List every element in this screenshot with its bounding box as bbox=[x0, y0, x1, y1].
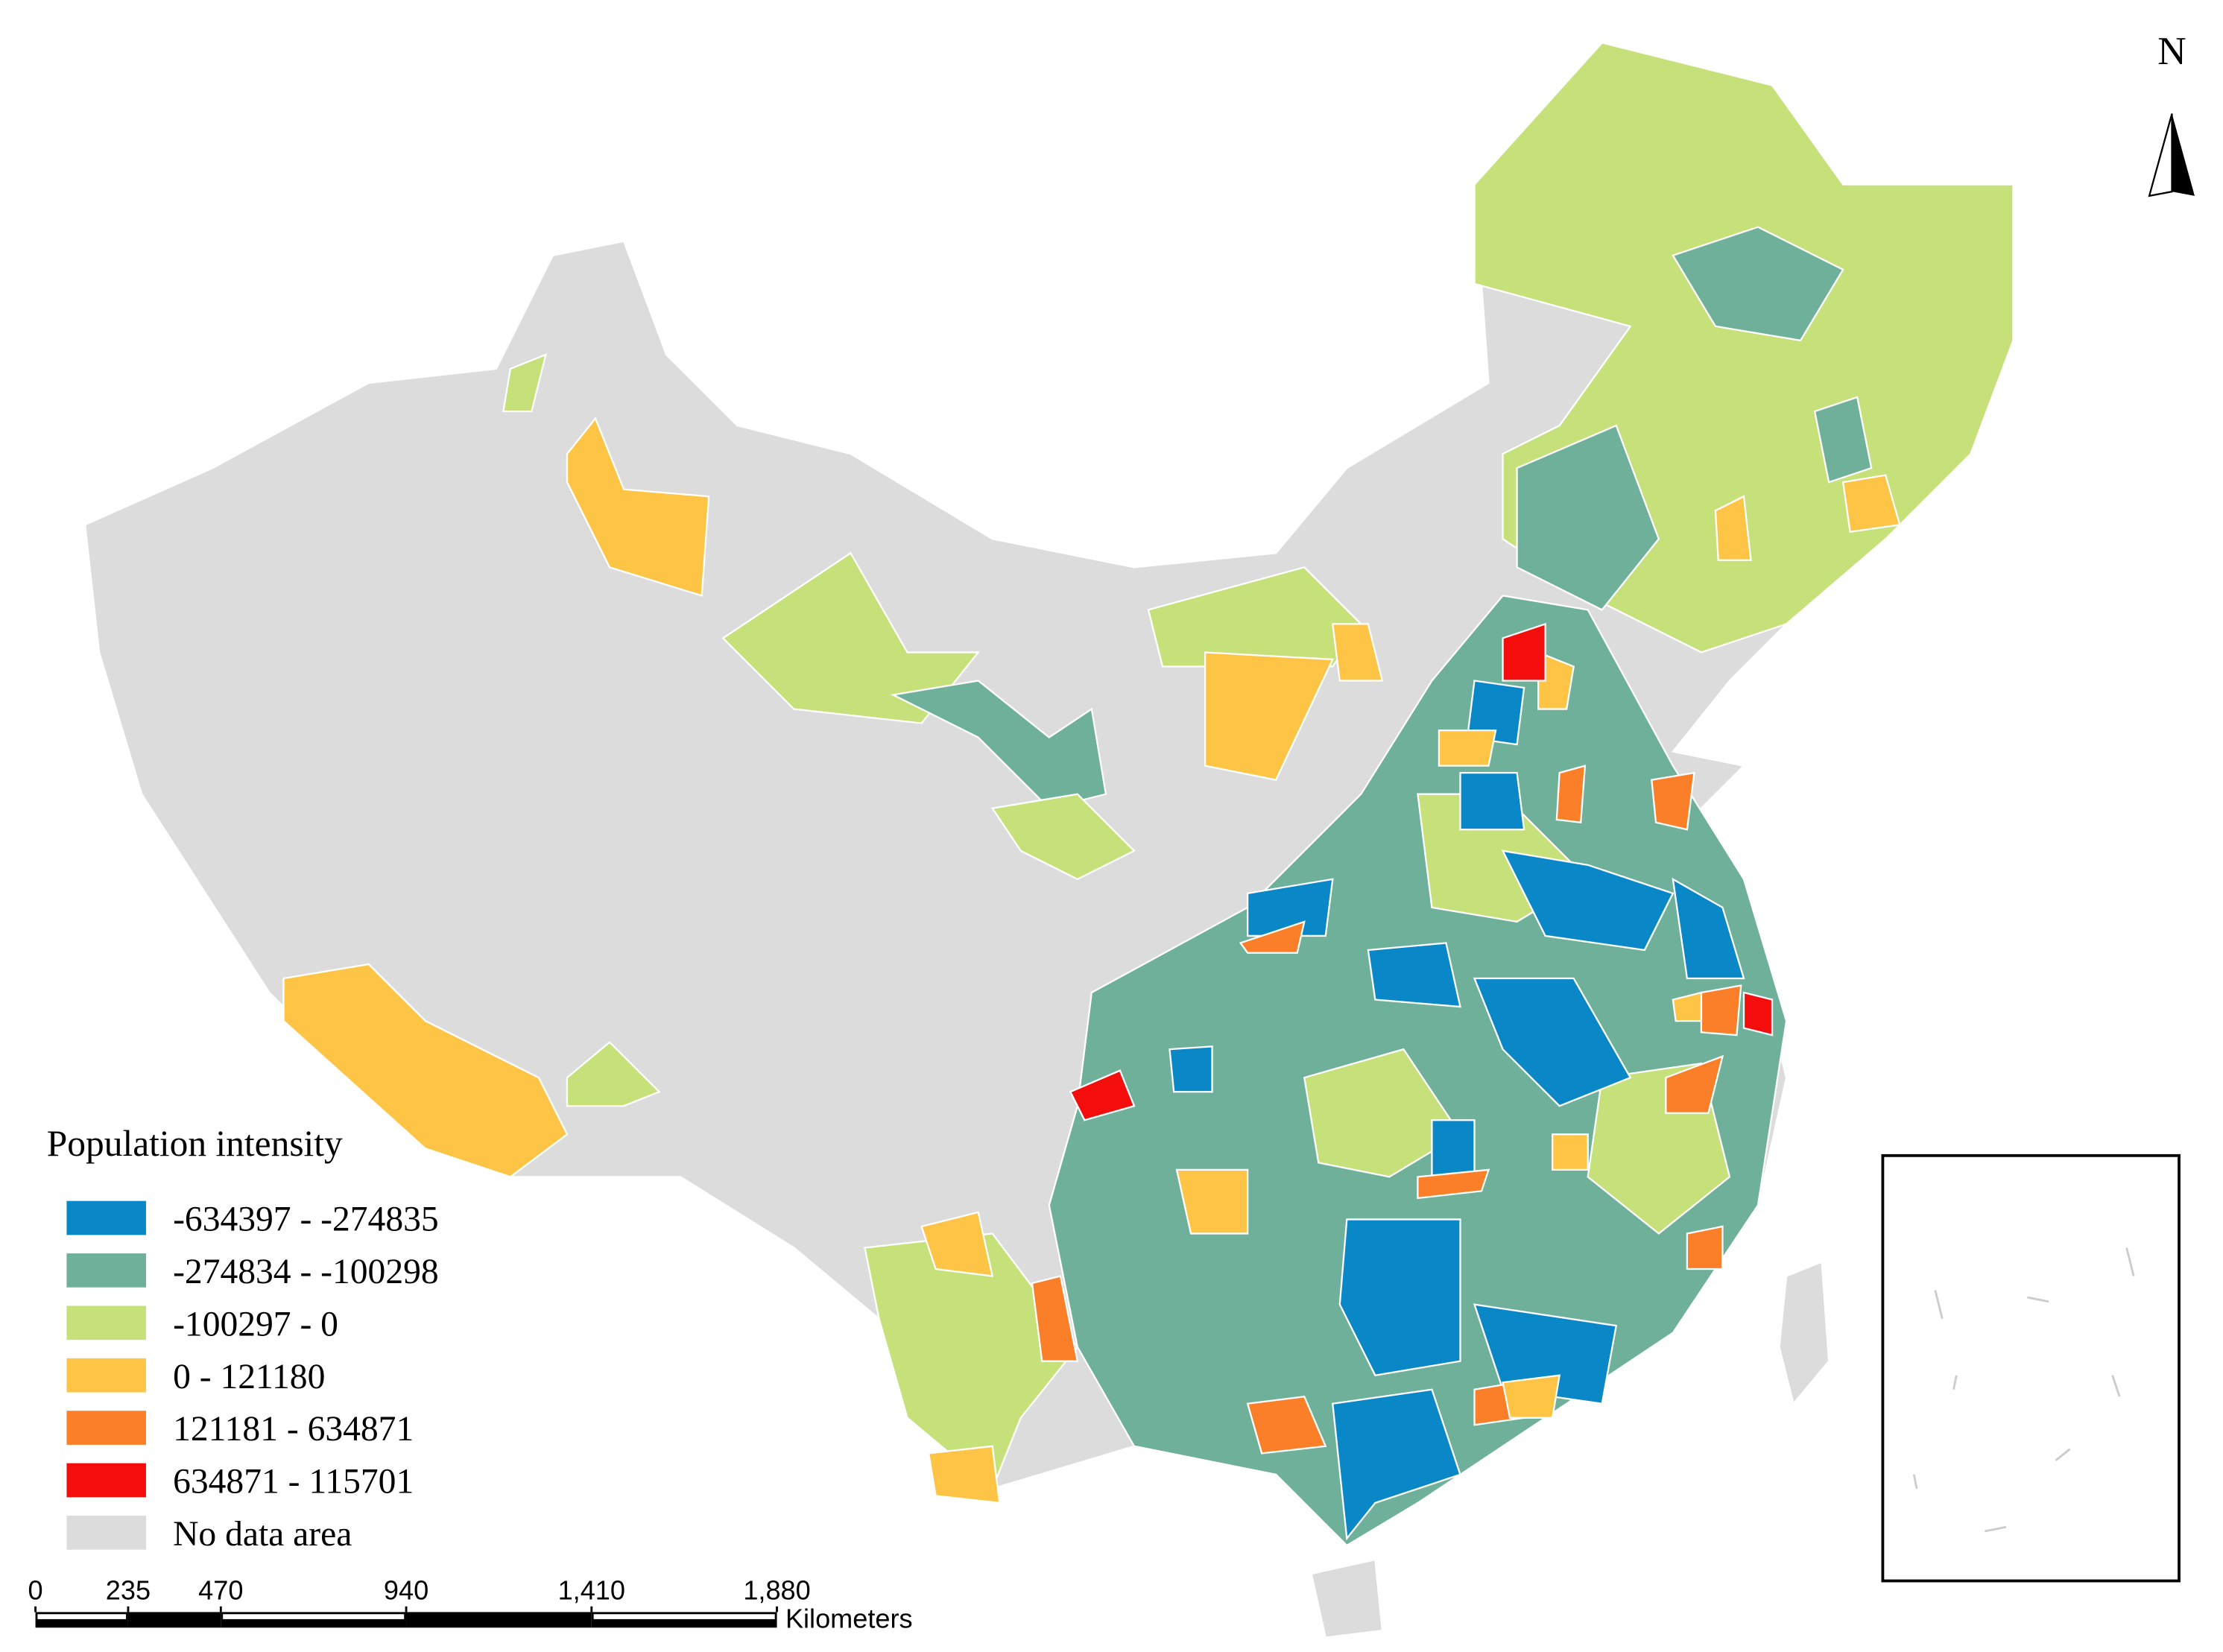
region bbox=[1813, 396, 1873, 484]
legend-label: 121181 - 634871 bbox=[173, 1410, 414, 1449]
scale-segment bbox=[223, 1614, 405, 1619]
legend-swatch bbox=[66, 1516, 146, 1550]
region bbox=[1147, 566, 1362, 668]
region bbox=[1516, 424, 1660, 611]
north-arrow bbox=[2172, 113, 2195, 196]
legend-label: 0 - 121180 bbox=[173, 1358, 325, 1396]
north-label: N bbox=[2157, 29, 2186, 73]
north-arrow bbox=[2148, 113, 2173, 197]
region bbox=[927, 1445, 1001, 1504]
region bbox=[566, 1041, 661, 1107]
legend-label: -100297 - 0 bbox=[173, 1305, 338, 1344]
region bbox=[1466, 680, 1525, 746]
scale-tick-label: 0 bbox=[28, 1575, 43, 1605]
scale-tick-label: 940 bbox=[384, 1575, 429, 1605]
legend-swatch bbox=[66, 1411, 146, 1445]
region bbox=[1686, 1225, 1724, 1270]
region bbox=[1841, 474, 1901, 534]
region bbox=[282, 963, 569, 1178]
region bbox=[502, 353, 548, 413]
legend-swatch bbox=[66, 1358, 146, 1393]
inset-frame bbox=[1881, 1153, 2181, 1583]
region bbox=[1714, 495, 1752, 561]
region bbox=[1246, 878, 1334, 937]
scale-segment bbox=[593, 1614, 775, 1619]
region bbox=[1332, 1388, 1461, 1541]
region bbox=[1552, 1133, 1589, 1171]
region bbox=[1742, 991, 1774, 1037]
region bbox=[1069, 1069, 1136, 1121]
region bbox=[1473, 1303, 1618, 1405]
region bbox=[1555, 765, 1587, 824]
region bbox=[1473, 977, 1632, 1107]
region bbox=[864, 1232, 1079, 1490]
region bbox=[920, 1211, 994, 1277]
scale-tick-label: 1,880 bbox=[743, 1575, 810, 1605]
region bbox=[1303, 1048, 1462, 1178]
legend: Population intensity -634397 - -274835 -2… bbox=[47, 1123, 439, 1554]
scale-tick-label: 1,410 bbox=[558, 1575, 625, 1605]
scale-segment bbox=[37, 1614, 127, 1619]
region bbox=[1431, 1119, 1476, 1178]
region bbox=[1537, 651, 1575, 710]
map-regions bbox=[83, 42, 2014, 1639]
legend-label: -634397 - -274835 bbox=[173, 1200, 439, 1239]
region bbox=[566, 417, 710, 597]
region bbox=[1672, 877, 1745, 980]
region bbox=[1175, 1168, 1249, 1235]
region bbox=[1417, 1168, 1490, 1200]
region bbox=[990, 793, 1136, 881]
region bbox=[1438, 729, 1497, 767]
region bbox=[1672, 991, 1703, 1022]
region bbox=[890, 680, 1107, 809]
region bbox=[1239, 920, 1306, 954]
region bbox=[1031, 1275, 1079, 1362]
region bbox=[1778, 1260, 1830, 1406]
scale-segment bbox=[408, 1618, 589, 1624]
region bbox=[1672, 226, 1844, 342]
region bbox=[1310, 1558, 1384, 1639]
scale-segment bbox=[130, 1618, 219, 1624]
region bbox=[1246, 1395, 1327, 1455]
region bbox=[1169, 1045, 1213, 1093]
legend-label: -274834 - -100298 bbox=[173, 1253, 439, 1291]
scale-tick-label: 235 bbox=[106, 1575, 151, 1605]
region bbox=[1459, 772, 1525, 831]
scale-unit: Kilometers bbox=[785, 1603, 913, 1633]
legend-title: Population intensity bbox=[47, 1123, 343, 1164]
region bbox=[1501, 849, 1675, 952]
legend-label: No data area bbox=[173, 1515, 352, 1554]
legend-swatch bbox=[66, 1306, 146, 1341]
region bbox=[1338, 1218, 1461, 1376]
scale-tick-label: 470 bbox=[198, 1575, 243, 1605]
inset-islands bbox=[1912, 1247, 2135, 1533]
region bbox=[1204, 651, 1335, 781]
region bbox=[1331, 623, 1384, 682]
region bbox=[1651, 771, 1695, 831]
region bbox=[1502, 1374, 1561, 1419]
region bbox=[1700, 984, 1742, 1037]
legend-swatch bbox=[66, 1253, 146, 1288]
region bbox=[1502, 622, 1546, 682]
legend-swatch bbox=[66, 1463, 146, 1498]
legend-label: 634871 - 115701 bbox=[173, 1463, 414, 1501]
region bbox=[1367, 942, 1461, 1008]
legend-swatch bbox=[66, 1200, 146, 1235]
region bbox=[721, 551, 981, 724]
region bbox=[1665, 1054, 1724, 1114]
